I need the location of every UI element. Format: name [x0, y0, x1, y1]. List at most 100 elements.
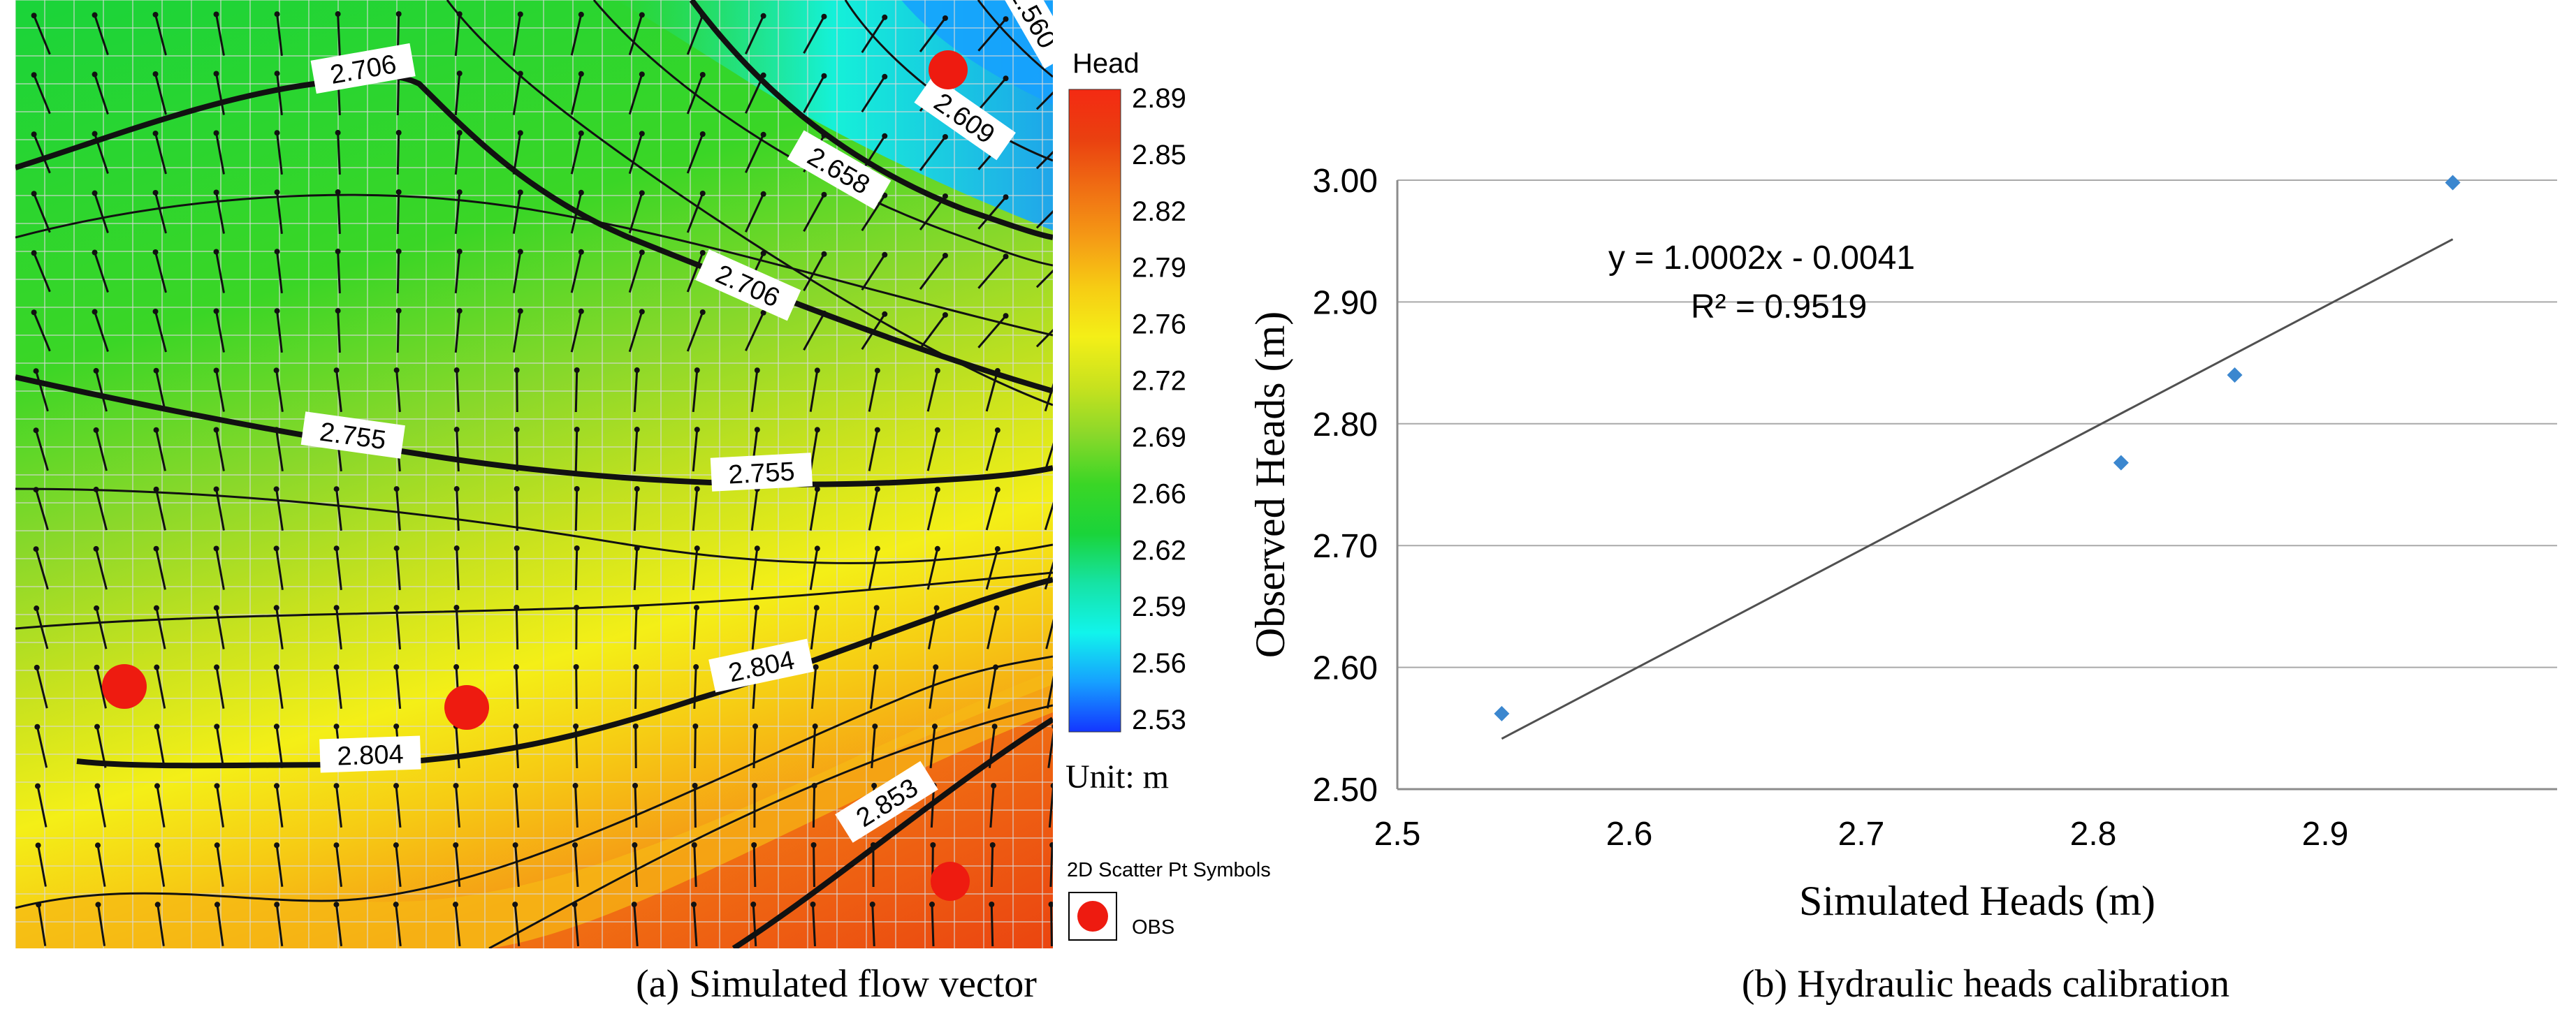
- data-point: [1494, 705, 1510, 721]
- flow-vector: [516, 488, 518, 531]
- flow-vector-head: [514, 545, 520, 552]
- flow-vector-head: [874, 427, 880, 433]
- flow-vector-head: [632, 842, 638, 849]
- flow-vector: [275, 786, 284, 828]
- flow-vector-head: [942, 252, 948, 258]
- flow-vector: [154, 311, 167, 353]
- flow-vector: [337, 310, 341, 353]
- flow-vector-head: [1063, 17, 1069, 23]
- flow-vector: [35, 429, 49, 471]
- flow-vector: [335, 370, 342, 412]
- flow-vector-head: [333, 664, 340, 670]
- flow-vector: [215, 667, 225, 709]
- flow-vector-head: [1055, 487, 1061, 492]
- flow-vector: [95, 608, 108, 649]
- flow-vector: [37, 904, 47, 946]
- flow-vector-head: [95, 902, 101, 908]
- flow-vector: [395, 845, 402, 887]
- flow-vector-head: [333, 842, 340, 849]
- flow-vector: [985, 548, 999, 590]
- flow-vector: [96, 786, 106, 828]
- head-legend-tick: 2.89: [1132, 83, 1186, 114]
- y-tick-label: 2.80: [1313, 406, 1378, 443]
- flow-vector-head: [393, 902, 399, 908]
- flow-vector: [276, 311, 283, 353]
- flow-vector-head: [572, 842, 578, 849]
- flow-vector-head: [31, 131, 37, 138]
- flow-vector-head: [810, 842, 817, 849]
- flow-vector-head: [333, 723, 340, 730]
- flow-vector-head: [92, 190, 98, 196]
- flow-vector-head: [821, 251, 827, 257]
- obs-point: [931, 862, 970, 901]
- flow-vector: [455, 607, 460, 650]
- flow-vector-head: [633, 664, 639, 670]
- flow-vector: [155, 667, 166, 709]
- symbol-legend-item: OBS: [1132, 916, 1174, 939]
- flow-vector-head: [34, 723, 41, 730]
- x-axis-label: Simulated Heads (m): [1799, 878, 2155, 924]
- head-legend-tick: 2.85: [1132, 140, 1186, 170]
- flow-vector-head: [512, 902, 518, 908]
- flow-vector-head: [814, 486, 820, 492]
- flow-vector-head: [273, 367, 279, 374]
- flow-vector: [337, 132, 341, 175]
- flow-vector: [215, 370, 225, 412]
- flow-vector-head: [333, 783, 340, 789]
- flow-vector: [634, 607, 638, 650]
- flow-vector-head: [33, 546, 39, 552]
- flow-vector: [154, 133, 167, 175]
- flow-vector-head: [453, 783, 459, 789]
- flow-vector: [810, 608, 818, 649]
- flow-vector-head: [933, 605, 940, 611]
- flow-vector: [215, 311, 225, 353]
- flow-vector: [573, 904, 580, 947]
- flow-vector: [985, 429, 999, 471]
- flow-vector: [395, 369, 401, 413]
- flow-vector-head: [213, 605, 219, 611]
- flow-vector-head: [393, 783, 400, 789]
- flow-vector: [803, 254, 825, 291]
- flow-vector-head: [517, 249, 523, 255]
- flow-vector-head: [213, 545, 219, 552]
- flow-vector-head: [989, 902, 995, 908]
- flow-vector: [516, 369, 518, 413]
- flow-vector-head: [760, 191, 766, 197]
- flow-vector-head: [1055, 427, 1061, 433]
- flow-vector: [155, 429, 166, 471]
- svg-text:2.755: 2.755: [727, 457, 795, 490]
- head-color-bar: [1068, 89, 1121, 733]
- flow-vector-head: [213, 71, 219, 77]
- flow-vector: [94, 252, 109, 293]
- flow-vector: [454, 73, 461, 116]
- flow-vector: [692, 429, 699, 472]
- flow-vector-head: [989, 842, 996, 849]
- flow-vector: [570, 133, 583, 175]
- flow-vector-head: [34, 605, 40, 612]
- flow-vector: [35, 489, 49, 531]
- flow-vector-head: [574, 486, 580, 492]
- head-legend: Head 2.89 2.85 2.82 2.79 2.76 2.72 2.69 2.66 2.6…: [1065, 48, 1186, 795]
- flow-vector-head: [395, 308, 402, 314]
- flow-vector: [215, 14, 225, 56]
- flow-vector-head: [456, 189, 463, 196]
- contour-thin-3: [15, 571, 1053, 630]
- flow-vector: [512, 311, 522, 353]
- flow-vector-head: [517, 189, 523, 196]
- flow-vector-head: [690, 902, 697, 908]
- flow-vector: [744, 193, 765, 233]
- flow-vector-head: [94, 605, 100, 611]
- flow-vector: [512, 73, 522, 115]
- flow-vector: [628, 192, 643, 234]
- obs-point: [102, 664, 147, 709]
- head-legend-title: Head: [1072, 48, 1140, 79]
- flow-vector-head: [933, 664, 939, 670]
- flow-vector: [1035, 150, 1053, 170]
- flow-vector: [512, 14, 522, 56]
- x-tick-label: 2.8: [2070, 816, 2117, 853]
- flow-vector: [515, 607, 519, 650]
- flow-vector: [215, 73, 225, 115]
- flow-vector-head: [699, 309, 706, 315]
- flow-vector: [628, 73, 643, 115]
- flow-vector-head: [335, 130, 341, 136]
